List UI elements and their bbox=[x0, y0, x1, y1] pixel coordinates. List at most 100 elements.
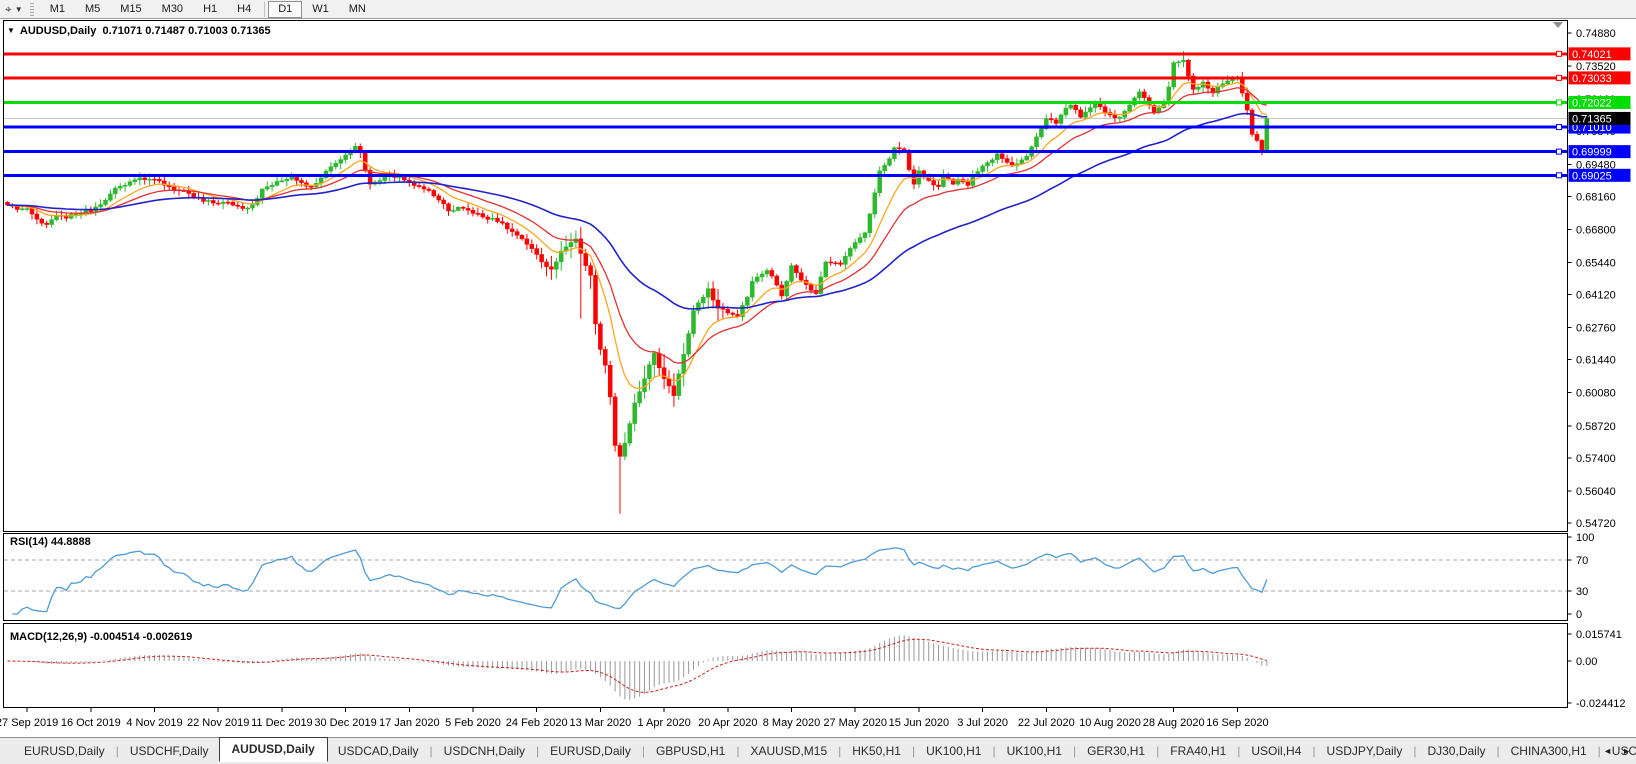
chart-title: ▼ AUDUSD,Daily 0.71071 0.71487 0.71003 0.… bbox=[7, 25, 271, 37]
chart-canvas[interactable]: 0.748800.735200.721600.708400.694800.681… bbox=[0, 19, 1636, 737]
chart-tab-china300-h1-16[interactable]: CHINA300,H1 bbox=[1510, 744, 1587, 758]
chart-tab-usoil-h-17[interactable]: USOil,H bbox=[1611, 744, 1636, 758]
chart-tab-audusd-daily-2[interactable]: AUDUSD,Daily bbox=[218, 737, 328, 762]
timeframe-button-mn[interactable]: MN bbox=[348, 2, 366, 15]
moving-average-fast bbox=[7, 81, 1267, 390]
svg-text:0.62760: 0.62760 bbox=[1576, 323, 1616, 335]
line-drag-handle[interactable] bbox=[1556, 124, 1562, 131]
svg-text:5 Feb 2020: 5 Feb 2020 bbox=[445, 717, 501, 729]
line-drag-handle[interactable] bbox=[1556, 50, 1562, 57]
svg-text:100: 100 bbox=[1576, 532, 1594, 544]
svg-text:3 Jul 2020: 3 Jul 2020 bbox=[957, 717, 1008, 729]
tab-separator: | bbox=[1496, 744, 1500, 758]
tab-separator: | bbox=[429, 744, 433, 758]
svg-text:13 Mar 2020: 13 Mar 2020 bbox=[570, 717, 632, 729]
chart-tab-usdchf-daily-1[interactable]: USDCHF,Daily bbox=[129, 744, 209, 758]
chart-ohlc-values: 0.71071 0.71487 0.71003 0.71365 bbox=[102, 25, 271, 37]
tab-separator: | bbox=[1312, 744, 1316, 758]
svg-text:70: 70 bbox=[1576, 555, 1588, 567]
chart-title-caret-icon[interactable]: ▼ bbox=[7, 26, 15, 35]
timeframe-button-m1[interactable]: M1 bbox=[49, 2, 65, 15]
tab-separator: | bbox=[536, 744, 540, 758]
tab-separator: | bbox=[1072, 744, 1077, 758]
svg-text:0.74021: 0.74021 bbox=[1572, 49, 1612, 61]
toolbar-dropdown-caret-icon[interactable]: ▼ bbox=[14, 4, 23, 14]
chart-tab-gbpusd-h1-6[interactable]: GBPUSD,H1 bbox=[655, 744, 726, 758]
tab-separator: | bbox=[641, 744, 645, 758]
svg-text:0.00: 0.00 bbox=[1576, 656, 1597, 668]
svg-text:0.74880: 0.74880 bbox=[1576, 28, 1616, 40]
svg-text:1 Apr 2020: 1 Apr 2020 bbox=[637, 717, 690, 729]
chart-tab-usdcnh-daily-4[interactable]: USDCNH,Daily bbox=[443, 744, 526, 758]
chart-tab-usoil-h4-13[interactable]: USOil,H4 bbox=[1251, 744, 1302, 758]
date-axis: 27 Sep 2019 16 Oct 2019 4 Nov 2019 22 Nov 2… bbox=[0, 708, 1269, 729]
chart-tab-usdjpy-daily-14[interactable]: USDJPY,Daily bbox=[1326, 744, 1403, 758]
tab-separator: | bbox=[1413, 744, 1417, 758]
line-drag-handle[interactable] bbox=[1556, 74, 1562, 81]
price-label-box bbox=[1568, 71, 1631, 85]
timeframe-button-m5[interactable]: M5 bbox=[84, 2, 101, 15]
price-label-box bbox=[1568, 145, 1631, 159]
toolbar-grip[interactable] bbox=[29, 2, 34, 16]
timeframe-button-m15[interactable]: M15 bbox=[120, 2, 142, 15]
chart-tab-fra40-h1-12[interactable]: FRA40,H1 bbox=[1170, 744, 1227, 758]
svg-text:0.57400: 0.57400 bbox=[1576, 453, 1616, 465]
line-drag-handle[interactable] bbox=[1556, 99, 1562, 106]
svg-text:24 Feb 2020: 24 Feb 2020 bbox=[506, 717, 568, 729]
cursor-crosshair-icon[interactable]: ⌖ bbox=[5, 1, 12, 16]
tab-separator: | bbox=[115, 744, 119, 758]
macd-axis: 0.015741 0.00 -0.024412 bbox=[1567, 629, 1626, 710]
chart-shift-marker[interactable] bbox=[1553, 22, 1563, 28]
rsi-indicator-label: RSI(14) 44.8888 bbox=[10, 536, 91, 548]
timeframe-button-d1[interactable]: D1 bbox=[268, 0, 303, 18]
tab-scroll-right-icon[interactable]: ► bbox=[1622, 746, 1631, 756]
tab-scroll-left-icon[interactable]: ◄ bbox=[1603, 746, 1613, 756]
rsi-plot bbox=[4, 547, 1567, 615]
svg-text:0.66800: 0.66800 bbox=[1576, 224, 1616, 236]
line-drag-handle[interactable] bbox=[1556, 148, 1562, 155]
svg-text:15 Jun 2020: 15 Jun 2020 bbox=[889, 717, 950, 729]
chart-tab-uk100-h1-9[interactable]: UK100,H1 bbox=[926, 744, 982, 758]
timeframe-button-w1[interactable]: W1 bbox=[312, 2, 329, 15]
svg-text:0.60080: 0.60080 bbox=[1576, 388, 1616, 400]
svg-text:0.56040: 0.56040 bbox=[1576, 486, 1616, 498]
svg-text:0.71010: 0.71010 bbox=[1572, 122, 1612, 134]
chart-tab-eurusd-daily-0[interactable]: EURUSD,Daily bbox=[24, 744, 105, 758]
svg-text:0.54720: 0.54720 bbox=[1576, 518, 1616, 530]
chart-tab-hk50-h1-8[interactable]: HK50,H1 bbox=[852, 744, 901, 758]
svg-text:0.73520: 0.73520 bbox=[1576, 61, 1616, 73]
price-label-box bbox=[1568, 168, 1631, 182]
timeframe-button-m30[interactable]: M30 bbox=[161, 2, 184, 15]
svg-text:8 May 2020: 8 May 2020 bbox=[763, 717, 820, 729]
svg-text:0.71365: 0.71365 bbox=[1572, 113, 1612, 125]
moving-average-slow bbox=[7, 112, 1267, 310]
chart-tab-dj30-daily-15[interactable]: DJ30,Daily bbox=[1427, 744, 1486, 758]
timeframe-button-h1[interactable]: H1 bbox=[203, 2, 218, 15]
chart-symbol-label: AUDUSD,Daily bbox=[19, 25, 97, 37]
tab-separator: | bbox=[838, 744, 842, 758]
chart-tab-xauusd-m15-7[interactable]: XAUUSD,M15 bbox=[750, 744, 828, 758]
timeframe-button-h4[interactable]: H4 bbox=[237, 2, 252, 15]
rsi-line bbox=[12, 547, 1268, 615]
svg-text:0.69999: 0.69999 bbox=[1572, 147, 1612, 159]
chart-tab-usdcad-daily-3[interactable]: USDCAD,Daily bbox=[337, 744, 419, 758]
chart-tab-eurusd-daily-5[interactable]: EURUSD,Daily bbox=[550, 744, 631, 758]
svg-text:17 Jan 2020: 17 Jan 2020 bbox=[379, 717, 440, 729]
line-drag-handle[interactable] bbox=[1556, 172, 1562, 179]
macd-indicator-label: MACD(12,26,9) -0.004514 -0.002619 bbox=[10, 631, 193, 643]
svg-text:0.61440: 0.61440 bbox=[1576, 355, 1616, 367]
svg-text:16 Sep 2020: 16 Sep 2020 bbox=[1206, 717, 1268, 729]
svg-text:27 May 2020: 27 May 2020 bbox=[823, 717, 887, 729]
svg-text:-0.024412: -0.024412 bbox=[1576, 698, 1626, 710]
tab-separator: | bbox=[736, 744, 740, 758]
svg-text:22 Nov 2019: 22 Nov 2019 bbox=[187, 717, 249, 729]
chart-workspace: 0.748800.735200.721600.708400.694800.681… bbox=[0, 19, 1636, 737]
svg-text:0.68160: 0.68160 bbox=[1576, 191, 1616, 203]
tab-separator: | bbox=[1597, 744, 1601, 758]
macd-panel bbox=[3, 623, 1568, 708]
chart-tab-uk100-h1-10[interactable]: UK100,H1 bbox=[1006, 744, 1062, 758]
svg-text:30: 30 bbox=[1576, 586, 1588, 598]
chart-tab-ger30-h1-11[interactable]: GER30,H1 bbox=[1087, 744, 1146, 758]
svg-text:0.58720: 0.58720 bbox=[1576, 421, 1616, 433]
svg-text:0.015741: 0.015741 bbox=[1576, 629, 1622, 641]
